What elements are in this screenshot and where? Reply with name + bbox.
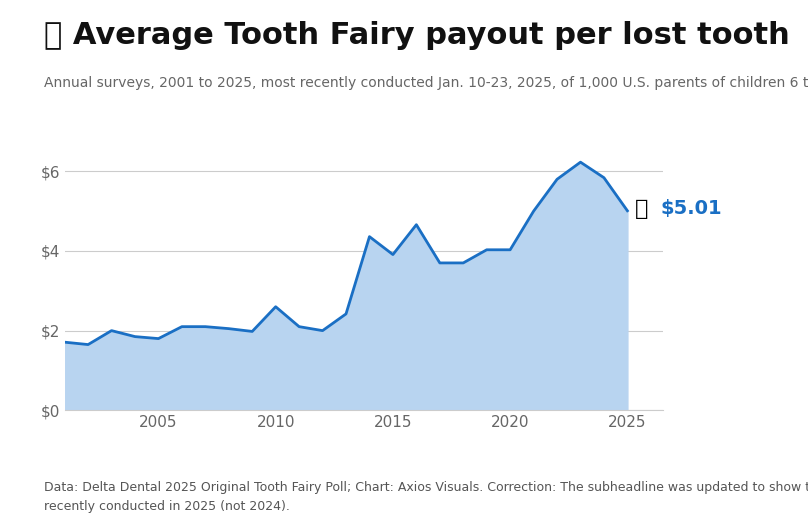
Text: 🪄 Average Tooth Fairy payout per lost tooth: 🪄 Average Tooth Fairy payout per lost to… xyxy=(44,21,790,50)
Text: Annual surveys, 2001 to 2025, most recently conducted Jan. 10-23, 2025, of 1,000: Annual surveys, 2001 to 2025, most recen… xyxy=(44,76,808,90)
Text: $5.01: $5.01 xyxy=(660,199,722,218)
Text: recently conducted in 2025 (not 2024).: recently conducted in 2025 (not 2024). xyxy=(44,500,290,513)
Text: Data: Delta Dental 2025 Original Tooth Fairy Poll; Chart: Axios Visuals. Correct: Data: Delta Dental 2025 Original Tooth F… xyxy=(44,481,808,494)
Text: 🦷: 🦷 xyxy=(634,199,648,219)
